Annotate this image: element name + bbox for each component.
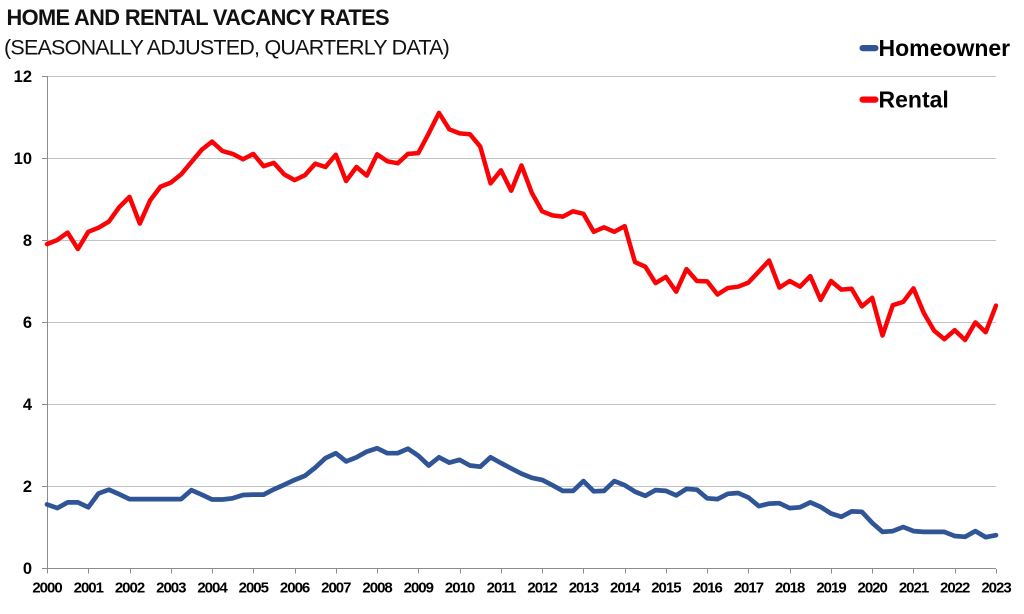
svg-text:2019: 2019	[816, 580, 846, 597]
svg-text:2010: 2010	[445, 580, 475, 597]
svg-text:2018: 2018	[775, 580, 805, 597]
svg-text:2007: 2007	[321, 580, 351, 597]
svg-text:2000: 2000	[32, 580, 62, 597]
svg-text:4: 4	[23, 396, 33, 414]
svg-text:2021: 2021	[899, 580, 929, 597]
svg-text:HOME AND RENTAL VACANCY RATES: HOME AND RENTAL VACANCY RATES	[7, 5, 390, 30]
svg-text:2011: 2011	[487, 580, 516, 597]
svg-text:2004: 2004	[197, 580, 228, 597]
svg-text:2006: 2006	[280, 580, 310, 597]
svg-text:2008: 2008	[362, 580, 392, 597]
svg-text:2009: 2009	[404, 580, 434, 597]
svg-text:2015: 2015	[651, 580, 681, 597]
svg-text:2023: 2023	[981, 580, 1011, 597]
svg-text:0: 0	[23, 560, 32, 578]
svg-text:2013: 2013	[569, 580, 599, 597]
svg-text:2014: 2014	[610, 580, 641, 597]
svg-text:12: 12	[14, 68, 32, 86]
svg-text:2005: 2005	[239, 580, 269, 597]
svg-text:2016: 2016	[693, 580, 723, 597]
svg-text:2: 2	[23, 478, 32, 496]
svg-text:2001: 2001	[74, 580, 104, 597]
svg-text:2020: 2020	[858, 580, 888, 597]
svg-text:Rental: Rental	[879, 87, 949, 113]
svg-text:(SEASONALLY ADJUSTED, QUARTERL: (SEASONALLY ADJUSTED, QUARTERLY DATA)	[4, 35, 449, 59]
svg-text:2002: 2002	[115, 580, 145, 597]
svg-text:2012: 2012	[527, 580, 557, 597]
svg-text:2003: 2003	[156, 580, 186, 597]
svg-text:6: 6	[23, 314, 32, 332]
svg-text:2022: 2022	[940, 580, 970, 597]
svg-text:10: 10	[14, 150, 32, 168]
svg-text:2017: 2017	[734, 580, 764, 597]
svg-text:8: 8	[23, 232, 32, 250]
svg-text:Homeowner: Homeowner	[879, 35, 1011, 61]
